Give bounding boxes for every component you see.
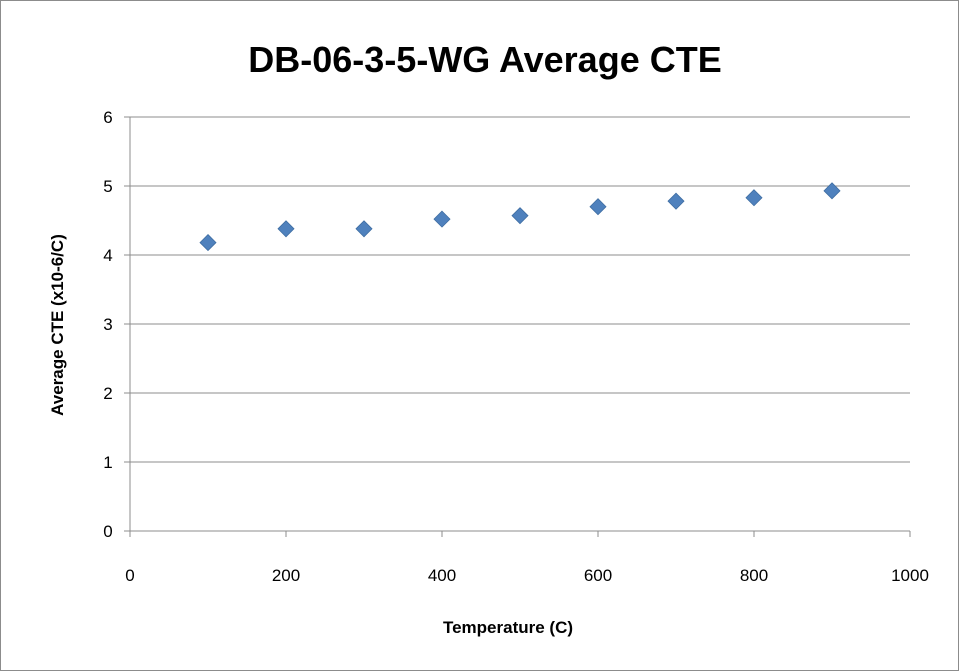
x-tick-label-600: 600 xyxy=(584,566,612,585)
data-point xyxy=(277,220,295,238)
data-point xyxy=(667,192,685,210)
y-tick-label-4: 4 xyxy=(103,246,112,265)
chart-title: DB-06-3-5-WG Average CTE xyxy=(248,39,721,80)
gridlines xyxy=(130,116,910,463)
y-tick-label-0: 0 xyxy=(103,522,112,541)
x-axis-label: Temperature (C) xyxy=(443,618,573,637)
data-point xyxy=(433,210,451,228)
data-point xyxy=(745,189,763,207)
data-point xyxy=(199,234,217,252)
data-point xyxy=(589,198,607,216)
y-tick-label-6: 6 xyxy=(103,108,112,127)
x-tick-label-800: 800 xyxy=(740,566,768,585)
data-points xyxy=(199,182,841,252)
y-tick-labels: 0 1 2 3 4 5 6 xyxy=(103,108,112,541)
x-tick-label-0: 0 xyxy=(125,566,134,585)
x-tick-label-400: 400 xyxy=(428,566,456,585)
data-point xyxy=(355,220,373,238)
x-tick-label-1000: 1000 xyxy=(891,566,929,585)
data-point xyxy=(823,182,841,200)
axes xyxy=(124,116,911,537)
data-point xyxy=(511,207,529,225)
y-axis-label: Average CTE (x10-6/C) xyxy=(48,234,67,416)
y-tick-label-3: 3 xyxy=(103,315,112,334)
x-tick-label-200: 200 xyxy=(272,566,300,585)
y-tick-label-2: 2 xyxy=(103,384,112,403)
y-tick-label-1: 1 xyxy=(103,453,112,472)
y-tick-label-5: 5 xyxy=(103,177,112,196)
x-tick-labels: 0 200 400 600 800 1000 xyxy=(125,566,929,585)
